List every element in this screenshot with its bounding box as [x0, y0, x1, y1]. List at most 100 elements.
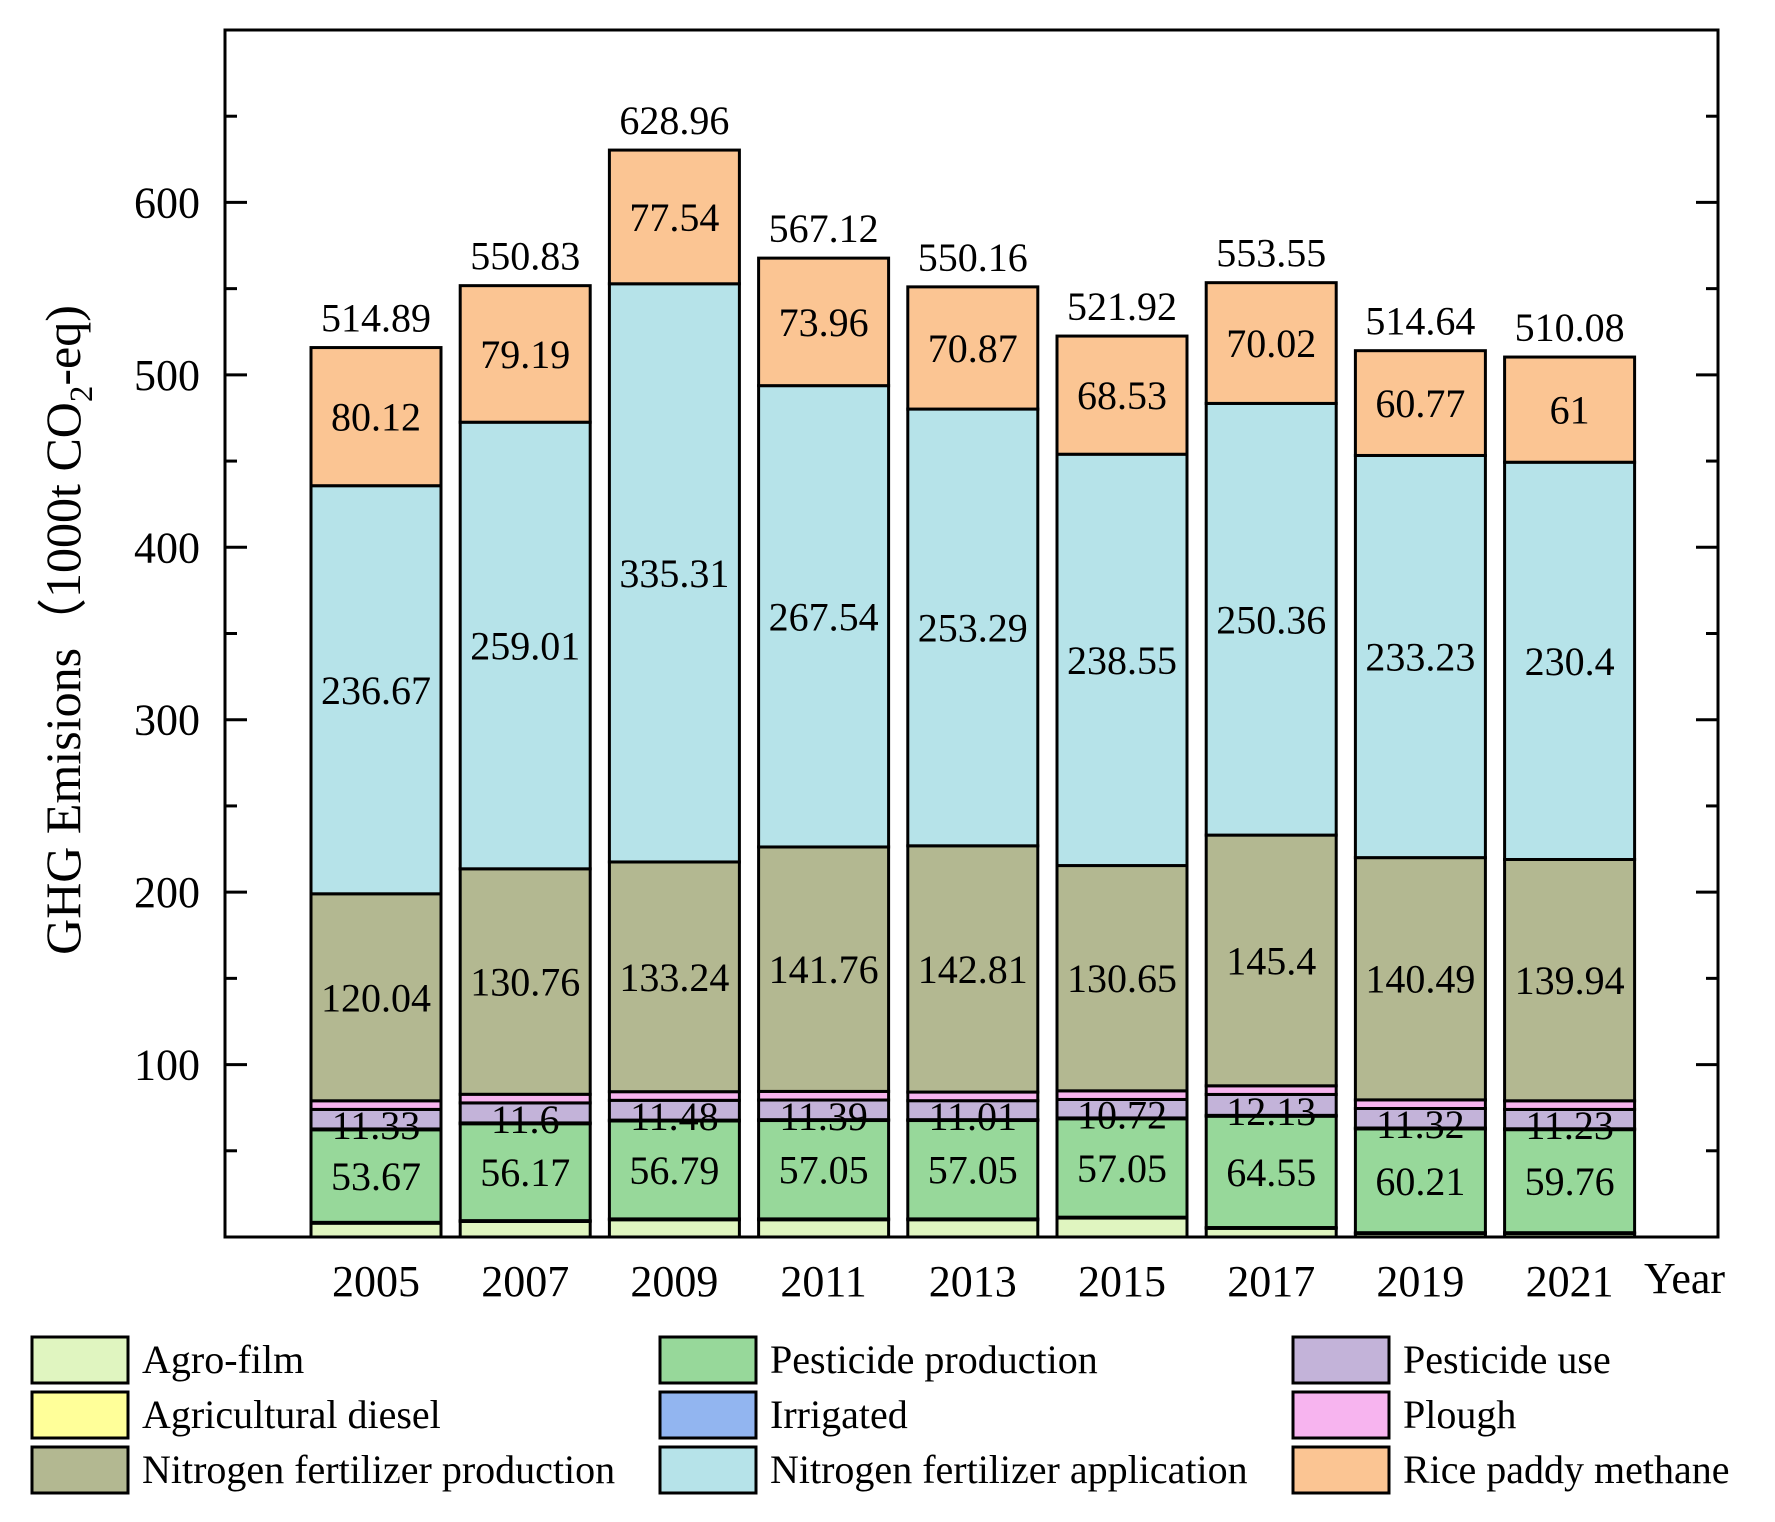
- bar-segment-nitrogen-fertilizer-production-2021: [1503, 858, 1637, 1103]
- segment-label-rice-paddy-methane-2007: 79.19: [480, 332, 570, 377]
- segment-label-pesticide-use-2021: 11.23: [1525, 1103, 1614, 1148]
- bar-segment-nitrogen-fertilizer-application-2013: [906, 407, 1040, 848]
- segment-label-rice-paddy-methane-2005: 80.12: [331, 395, 421, 440]
- bar-segment-pesticide-production-2007: [458, 1122, 592, 1223]
- bar-segment-agro-film-2005: [309, 1221, 443, 1239]
- segment-label-rice-paddy-methane-2009: 77.54: [629, 195, 719, 240]
- y-tick-label-400: 400: [134, 523, 200, 572]
- x-tick-label-2011: 2011: [780, 1257, 866, 1306]
- bar-segment-nitrogen-fertilizer-production-2009: [607, 860, 741, 1094]
- bar-segment-agro-film-2013: [906, 1218, 1040, 1239]
- bar-segment-pesticide-production-2013: [906, 1119, 1040, 1221]
- segment-label-nitrogen-fertilizer-production-2009: 133.24: [619, 955, 729, 1000]
- total-label-2021: 510.08: [1515, 305, 1625, 350]
- bar-segment-pesticide-production-2011: [757, 1119, 891, 1221]
- bar-segment-agro-film-2007: [458, 1219, 592, 1239]
- segment-label-nitrogen-fertilizer-application-2013: 253.29: [918, 605, 1028, 650]
- legend-swatch-pesticide-use: [1291, 1335, 1391, 1385]
- bar-segment-rice-paddy-methane-2015: [1055, 334, 1189, 456]
- bar-segment-rice-paddy-methane-2019: [1353, 349, 1487, 457]
- bar-segment-agro-film-2015: [1055, 1216, 1189, 1239]
- legend-label-agricultural-diesel: Agricultural diesel: [142, 1392, 441, 1437]
- bar-segment-rice-paddy-methane-2005: [309, 346, 443, 488]
- bar-segment-rice-paddy-methane-2007: [458, 284, 592, 424]
- bar-segment-nitrogen-fertilizer-production-2013: [906, 844, 1040, 1094]
- segment-label-nitrogen-fertilizer-application-2009: 335.31: [619, 551, 729, 596]
- x-tick-label-2017: 2017: [1227, 1257, 1315, 1306]
- legend-swatch-nitrogen-fertilizer-production: [30, 1445, 130, 1495]
- y-tick-label-600: 600: [134, 178, 200, 227]
- legend-swatch-agro-film: [30, 1335, 130, 1385]
- segment-label-nitrogen-fertilizer-production-2005: 120.04: [321, 975, 431, 1020]
- segment-label-nitrogen-fertilizer-production-2007: 130.76: [470, 960, 580, 1005]
- segment-label-rice-paddy-methane-2015: 68.53: [1077, 373, 1167, 418]
- x-tick-label-2019: 2019: [1376, 1257, 1464, 1306]
- bar-segment-rice-paddy-methane-2011: [757, 256, 891, 388]
- segment-label-nitrogen-fertilizer-application-2007: 259.01: [470, 624, 580, 669]
- bar-segment-agro-film-2009: [607, 1218, 741, 1239]
- segment-label-pesticide-production-2021: 59.76: [1525, 1159, 1615, 1204]
- segment-label-rice-paddy-methane-2013: 70.87: [928, 326, 1018, 371]
- segment-label-nitrogen-fertilizer-production-2013: 142.81: [918, 947, 1028, 992]
- segment-label-nitrogen-fertilizer-production-2011: 141.76: [769, 947, 879, 992]
- segment-label-nitrogen-fertilizer-application-2005: 236.67: [321, 668, 431, 713]
- segment-label-nitrogen-fertilizer-application-2017: 250.36: [1216, 597, 1326, 642]
- segment-label-nitrogen-fertilizer-application-2011: 267.54: [769, 594, 879, 639]
- x-tick-label-2009: 2009: [630, 1257, 718, 1306]
- total-label-2005: 514.89: [321, 296, 431, 341]
- bar-segment-nitrogen-fertilizer-application-2005: [309, 484, 443, 896]
- segment-label-rice-paddy-methane-2017: 70.02: [1226, 321, 1316, 366]
- bar-segment-rice-paddy-methane-2013: [906, 285, 1040, 411]
- segment-label-nitrogen-fertilizer-production-2021: 139.94: [1515, 958, 1625, 1003]
- segment-label-pesticide-production-2017: 64.55: [1226, 1150, 1316, 1195]
- x-tick-label-2007: 2007: [481, 1257, 569, 1306]
- segment-label-pesticide-production-2011: 57.05: [779, 1148, 869, 1193]
- segment-label-pesticide-production-2015: 57.05: [1077, 1146, 1167, 1191]
- segment-label-pesticide-production-2019: 60.21: [1375, 1159, 1465, 1204]
- segment-label-pesticide-use-2007: 11.6: [491, 1097, 560, 1142]
- legend-swatch-plough: [1291, 1390, 1391, 1440]
- x-tick-label-2005: 2005: [332, 1257, 420, 1306]
- bar-segment-rice-paddy-methane-2009: [607, 148, 741, 286]
- legend-label-pesticide-production: Pesticide production: [770, 1337, 1098, 1382]
- bar-segment-nitrogen-fertilizer-application-2019: [1353, 453, 1487, 860]
- segment-label-pesticide-use-2009: 11.48: [630, 1094, 719, 1139]
- bar-segment-rice-paddy-methane-2017: [1204, 281, 1338, 405]
- x-tick-label-2013: 2013: [929, 1257, 1017, 1306]
- y-tick-label-200: 200: [134, 868, 200, 917]
- bar-segment-nitrogen-fertilizer-production-2007: [458, 867, 592, 1096]
- legend-swatch-nitrogen-fertilizer-application: [658, 1445, 758, 1495]
- bar-segment-pesticide-production-2017: [1204, 1114, 1338, 1230]
- total-label-2015: 521.92: [1067, 284, 1177, 329]
- y-tick-label-300: 300: [134, 696, 200, 745]
- segment-label-rice-paddy-methane-2019: 60.77: [1375, 381, 1465, 426]
- legend-swatch-agricultural-diesel: [30, 1390, 130, 1440]
- segment-label-nitrogen-fertilizer-production-2019: 140.49: [1365, 957, 1475, 1002]
- y-axis-label: GHG Emisions（1000t CO2-eq): [35, 305, 100, 955]
- legend-label-nitrogen-fertilizer-production: Nitrogen fertilizer production: [142, 1447, 615, 1492]
- segment-label-pesticide-production-2007: 56.17: [480, 1150, 570, 1195]
- bar-segment-rice-paddy-methane-2021: [1503, 355, 1637, 464]
- segment-label-rice-paddy-methane-2011: 73.96: [779, 300, 869, 345]
- bar-segment-pesticide-production-2015: [1055, 1117, 1189, 1219]
- segment-label-pesticide-production-2013: 57.05: [928, 1148, 1018, 1193]
- segment-label-nitrogen-fertilizer-application-2015: 238.55: [1067, 638, 1177, 683]
- segment-label-pesticide-production-2009: 56.79: [629, 1148, 719, 1193]
- total-label-2017: 553.55: [1216, 231, 1326, 276]
- segment-label-pesticide-use-2011: 11.39: [779, 1094, 868, 1139]
- legend-swatch-irrigated: [658, 1390, 758, 1440]
- legend-swatch-pesticide-production: [658, 1335, 758, 1385]
- segment-label-pesticide-use-2013: 11.01: [929, 1094, 1018, 1139]
- legend-label-irrigated: Irrigated: [770, 1392, 908, 1437]
- x-axis-label: Year: [1644, 1254, 1725, 1303]
- x-tick-label-2021: 2021: [1526, 1257, 1614, 1306]
- total-label-2019: 514.64: [1365, 299, 1475, 344]
- legend-label-nitrogen-fertilizer-application: Nitrogen fertilizer application: [770, 1447, 1248, 1492]
- legend-swatch-rice-paddy-methane: [1291, 1445, 1391, 1495]
- bar-segment-nitrogen-fertilizer-production-2005: [309, 892, 443, 1103]
- legend-label-rice-paddy-methane: Rice paddy methane: [1403, 1447, 1730, 1492]
- segment-label-pesticide-use-2005: 11.33: [332, 1103, 421, 1148]
- segment-label-pesticide-use-2017: 12.13: [1226, 1089, 1316, 1134]
- legend-label-agro-film: Agro-film: [142, 1337, 304, 1382]
